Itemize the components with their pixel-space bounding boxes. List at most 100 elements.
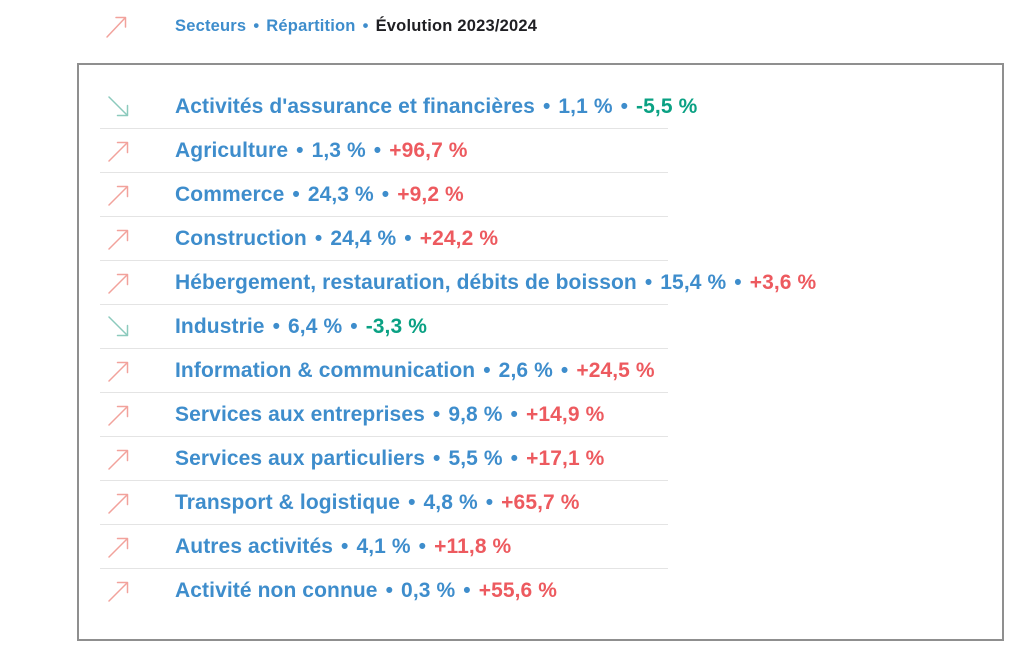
row-divider: [100, 128, 668, 129]
trend-up-icon: [105, 269, 133, 297]
trend-up-icon: [105, 137, 133, 165]
row-divider: [100, 304, 668, 305]
sector-row: Services aux entreprises • 9,8 % • +14,9 %: [79, 393, 1002, 436]
share-value: 4,1 %: [356, 534, 411, 558]
sector-row: Construction • 24,4 % • +24,2 %: [79, 217, 1002, 260]
bullet-separator: •: [510, 446, 519, 470]
sector-row: Services aux particuliers • 5,5 % • +17,1 %: [79, 437, 1002, 480]
sector-row: Autres activités • 4,1 % • +11,8 %: [79, 525, 1002, 568]
sector-name: Information & communication: [175, 358, 476, 382]
bullet-separator: •: [483, 358, 491, 382]
sector-list: Activités d'assurance et financières • 1,1…: [79, 85, 1002, 612]
sector-row-text: Services aux entreprises • 9,8 % • +14,9 %: [175, 403, 604, 427]
share-value: 24,4 %: [330, 226, 397, 250]
bullet-separator: •: [418, 534, 427, 558]
bullet-separator: •: [463, 578, 471, 602]
sector-row: Agriculture • 1,3 % • +96,7 %: [79, 129, 1002, 172]
sector-row: Hébergement, restauration, débits de boi…: [79, 261, 1002, 304]
trend-up-icon: [103, 11, 131, 41]
bullet-separator: •: [432, 402, 441, 426]
row-divider: [100, 348, 668, 349]
sector-name: Services aux entreprises: [175, 402, 425, 426]
share-value: 9,8 %: [448, 402, 503, 426]
bullet-separator: •: [644, 270, 653, 294]
trend-up-icon: [105, 533, 133, 561]
row-divider: [100, 172, 668, 173]
bullet-separator: •: [404, 226, 412, 250]
sector-row: Activités d'assurance et financières • 1,1…: [79, 85, 1002, 128]
sector-name: Autres activités: [175, 534, 334, 558]
sector-row-text: Services aux particuliers • 5,5 % • +17,1 %: [175, 447, 604, 471]
bullet-separator: •: [485, 490, 494, 514]
bullet-separator: •: [542, 94, 551, 118]
change-value: -3,3 %: [365, 314, 427, 338]
trend-up-icon: [105, 577, 133, 605]
trend-up-icon: [105, 181, 133, 209]
row-divider: [100, 260, 668, 261]
breadcrumb: Secteurs • Répartition • Évolution 2023/2024: [175, 17, 537, 36]
bullet-separator: •: [734, 270, 742, 294]
trend-up-icon: [105, 445, 133, 473]
sector-row-text: Activités d'assurance et financières • 1,1…: [175, 95, 697, 119]
share-value: 1,1 %: [558, 94, 613, 118]
sector-row-text: Industrie • 6,4 % • -3,3 %: [175, 315, 427, 339]
bullet-separator: •: [385, 578, 394, 602]
sector-row: Industrie • 6,4 % • -3,3 %: [79, 305, 1002, 348]
change-value: +24,5 %: [576, 358, 655, 382]
bullet-separator: •: [296, 138, 304, 162]
sectors-panel: Activités d'assurance et financières • 1,1…: [77, 63, 1004, 641]
bullet-separator: •: [620, 94, 629, 118]
trend-down-icon: [105, 93, 133, 121]
sector-name: Transport & logistique: [175, 490, 401, 514]
sector-name: Agriculture: [175, 138, 289, 162]
share-value: 5,5 %: [448, 446, 503, 470]
sector-name: Services aux particuliers: [175, 446, 425, 470]
row-divider: [100, 216, 668, 217]
sector-name: Commerce: [175, 182, 285, 206]
sector-row-text: Construction • 24,4 % • +24,2 %: [175, 227, 498, 251]
change-value: +14,9 %: [526, 402, 605, 426]
sector-row-text: Information & communication • 2,6 % • +24,5 …: [175, 359, 655, 383]
share-value: 0,3 %: [401, 578, 456, 602]
sector-row-text: Autres activités • 4,1 % • +11,8 %: [175, 535, 511, 559]
bullet-separator: •: [560, 358, 569, 382]
bullet-separator: •: [272, 314, 281, 338]
change-value: +3,6 %: [749, 270, 817, 294]
sector-row: Information & communication • 2,6 % • +24,5 …: [79, 349, 1002, 392]
share-value: 15,4 %: [660, 270, 727, 294]
row-divider: [100, 568, 668, 569]
page-header: Secteurs • Répartition • Évolution 2023/2024: [103, 9, 537, 43]
change-value: +17,1 %: [526, 446, 605, 470]
breadcrumb-item-secteurs[interactable]: Secteurs: [175, 16, 247, 35]
change-value: +96,7 %: [389, 138, 468, 162]
bullet-separator: •: [510, 402, 518, 426]
breadcrumb-item-repartition[interactable]: Répartition: [266, 16, 356, 35]
bullet-separator: •: [432, 446, 441, 470]
sector-row-text: Commerce • 24,3 % • +9,2 %: [175, 183, 464, 207]
bullet-separator: •: [314, 226, 323, 250]
share-value: 2,6 %: [498, 358, 553, 382]
change-value: -5,5 %: [636, 94, 698, 118]
sector-row-text: Agriculture • 1,3 % • +96,7 %: [175, 139, 468, 163]
trend-up-icon: [105, 401, 133, 429]
share-value: 1,3 %: [311, 138, 366, 162]
row-divider: [100, 524, 668, 525]
change-value: +11,8 %: [434, 534, 512, 558]
sector-name: Industrie: [175, 314, 265, 338]
breadcrumb-separator: •: [253, 16, 260, 35]
sector-row-text: Hébergement, restauration, débits de boi…: [175, 271, 816, 295]
share-value: 4,8 %: [423, 490, 478, 514]
sector-name: Activité non connue: [175, 578, 378, 602]
sector-name: Construction: [175, 226, 307, 250]
trend-up-icon: [105, 225, 133, 253]
row-divider: [100, 436, 668, 437]
trend-up-icon: [105, 489, 133, 517]
sector-name: Hébergement, restauration, débits de boi…: [175, 270, 637, 294]
share-value: 6,4 %: [288, 314, 343, 338]
change-value: +9,2 %: [397, 182, 464, 206]
breadcrumb-item-evolution[interactable]: Évolution 2023/2024: [375, 16, 538, 35]
breadcrumb-separator: •: [362, 16, 369, 35]
row-divider: [100, 480, 668, 481]
trend-up-icon: [105, 357, 133, 385]
change-value: +24,2 %: [419, 226, 499, 250]
